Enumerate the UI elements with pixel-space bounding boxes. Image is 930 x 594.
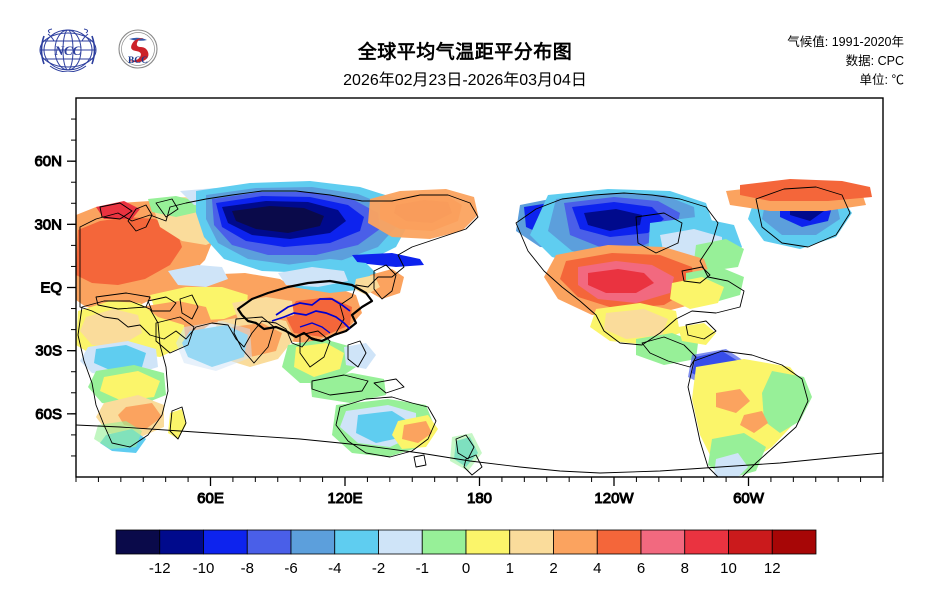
colorbar-swatch — [115, 529, 161, 555]
shade-cafrica-yellow — [100, 371, 160, 401]
colorbar-swatch — [159, 529, 204, 555]
colorbar-tick-label: 1 — [506, 560, 514, 577]
map-panel: 60E 120E 180 120W 60W 60N 30N EQ 30S 60S — [0, 95, 930, 515]
x-axis-label: 120W — [594, 490, 634, 507]
shade-mexico-orange — [604, 309, 668, 339]
yellow-river — [275, 298, 351, 316]
shade-seaustralia-orange — [402, 421, 432, 443]
colorbar-swatch — [684, 529, 729, 555]
bcc-logo: BCC — [115, 28, 161, 77]
y-axis-label: 60N — [34, 153, 62, 170]
colorbar-tick-label: -2 — [372, 560, 385, 577]
colorbar-tick-label: 6 — [637, 560, 645, 577]
climatology-row: 气候值: 1991-2020年 — [787, 33, 904, 52]
shade-wafrica-cool2 — [94, 345, 146, 371]
colorbar-tick-labels: -12 -10 -8 -6 -4 -2 -1 0 1 2 4 6 8 10 12 — [149, 560, 781, 577]
colorbar-swatch — [421, 529, 467, 555]
shade-siberia-core — [232, 206, 324, 233]
shade-kazakh-cool — [168, 265, 228, 287]
title-block: 全球平均气温距平分布图 2026年02月23日-2026年03月04日 — [235, 40, 695, 93]
colorbar-tick-label: 10 — [720, 560, 737, 577]
x-axis-label: 60E — [197, 490, 224, 507]
china-inner-line — [299, 322, 331, 334]
y-axis-label: EQ — [40, 280, 62, 297]
metadata-block: 气候值: 1991-2020年 数据: CPC 单位: ℃ — [787, 33, 904, 90]
x-axis-label: 180 — [467, 490, 492, 507]
shade-quebec-green — [694, 239, 744, 271]
colorbar-swatch — [596, 529, 642, 555]
colorbar-swatch — [203, 529, 248, 555]
anomaly-map[interactable]: 60E 120E 180 120W 60W 60N 30N EQ 30S 60S — [0, 95, 930, 515]
shade-us-hottest — [588, 269, 654, 293]
shade-sahara-orange — [80, 309, 142, 347]
shade-useast-yellow — [670, 277, 724, 309]
svg-text:NCC: NCC — [54, 43, 82, 58]
climatology-label: 气候值: — [787, 35, 829, 49]
colorbar-swatches — [115, 529, 817, 555]
unit-row: 单位: ℃ — [787, 71, 904, 90]
unit-value: ℃ — [891, 73, 904, 87]
y-axis-label: 30N — [34, 216, 62, 233]
colorbar-swatch — [290, 529, 336, 555]
y-axis-label: 30S — [35, 343, 62, 360]
shade-amazon-orange — [716, 389, 750, 413]
svg-text:BCC: BCC — [128, 56, 148, 66]
shade-seasia-yellow — [294, 343, 344, 377]
colorbar-swatch — [378, 529, 423, 555]
x-axis-label: 120E — [327, 490, 362, 507]
china-border — [236, 279, 374, 343]
colorbar-swatch — [465, 529, 511, 555]
anomaly-shading — [76, 179, 872, 477]
colorbar-tick-label: -12 — [149, 560, 171, 577]
shade-europe-hot — [76, 217, 182, 285]
shade-siberia-tongue — [352, 253, 424, 267]
colorbar-swatch — [640, 529, 686, 555]
shade-amazon-orange2 — [740, 411, 768, 433]
colorbar-tick-label: -10 — [193, 560, 215, 577]
colorbar-tick-label: 12 — [764, 560, 781, 577]
map-axes: 60E 120E 180 120W 60W 60N 30N EQ 30S 60S — [34, 118, 884, 508]
shade-arctic-warm — [740, 179, 872, 201]
colorbar[interactable]: -12 -10 -8 -6 -4 -2 -1 0 1 2 4 6 8 10 12 — [0, 520, 930, 594]
colorbar-swatch — [246, 529, 292, 555]
colorbar-swatch — [334, 529, 379, 555]
china-highlight — [236, 279, 374, 343]
page-header: NCC BCC 全球平均气温距平分布图 2026年02月23日-2026年03月… — [0, 0, 930, 95]
shade-safrica-orange — [118, 403, 162, 429]
colorbar-panel: -12 -10 -8 -6 -4 -2 -1 0 1 2 4 6 8 10 12 — [0, 520, 930, 594]
ncc-logo: NCC — [36, 28, 100, 77]
colorbar-tick-label: 4 — [593, 560, 601, 577]
data-source-row: 数据: CPC — [787, 52, 904, 71]
yangtze-river — [271, 310, 351, 330]
data-source-label: 数据: — [845, 54, 875, 68]
colorbar-tick-label: 2 — [549, 560, 557, 577]
page-subtitle: 2026年02月23日-2026年03月04日 — [343, 72, 587, 89]
shade-japan-warm — [368, 269, 404, 299]
colorbar-tick-label: 8 — [681, 560, 689, 577]
colorbar-swatch — [553, 529, 598, 555]
colorbar-swatch — [728, 529, 773, 555]
coastlines — [76, 186, 883, 477]
colorbar-tick-label: -1 — [416, 560, 429, 577]
climatology-value: 1991-2020年 — [831, 35, 904, 49]
unit-label: 单位: — [859, 73, 888, 87]
shade-caribbean — [678, 323, 716, 345]
colorbar-swatch — [509, 529, 554, 555]
shade-yakutia-edge — [368, 189, 478, 239]
y-axis-label: 60S — [35, 406, 62, 423]
shade-canada-core — [584, 209, 642, 231]
data-source-value: CPC — [877, 54, 904, 68]
colorbar-tick-label: -6 — [284, 560, 297, 577]
colorbar-swatch — [771, 529, 817, 555]
shade-patagonia-cool — [714, 453, 748, 477]
colorbar-tick-label: 0 — [462, 560, 470, 577]
shade-samerica-green — [762, 371, 812, 433]
x-axis-label: 60W — [733, 490, 765, 507]
shade-schina-hot — [286, 297, 352, 337]
colorbar-tick-label: -8 — [241, 560, 254, 577]
colorbar-tick-label: -4 — [328, 560, 341, 577]
page-title: 全球平均气温距平分布图 — [357, 42, 573, 63]
